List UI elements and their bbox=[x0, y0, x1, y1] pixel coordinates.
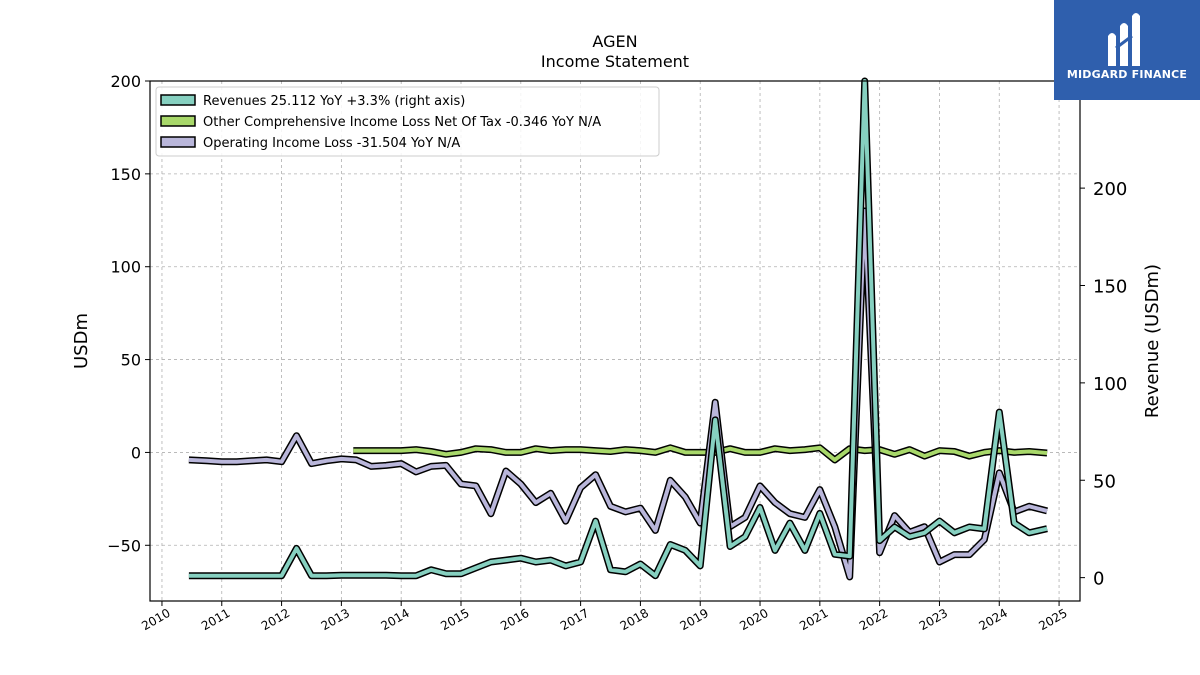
legend-swatch bbox=[160, 115, 196, 127]
y-axis-right: 050100150200250 bbox=[1080, 82, 1127, 590]
x-tick-label: 2019 bbox=[677, 606, 710, 633]
x-tick-label: 2015 bbox=[438, 606, 471, 633]
series-line bbox=[353, 445, 1048, 462]
x-tick-label: 2013 bbox=[319, 606, 352, 633]
x-tick-label: 2016 bbox=[498, 606, 531, 633]
y-tick-label: 100 bbox=[110, 258, 141, 277]
y-tick-label: 200 bbox=[110, 72, 141, 91]
legend-box bbox=[155, 86, 660, 157]
legend-label: Operating Income Loss -31.504 YoY N/A bbox=[203, 136, 460, 151]
x-tick-label: 2022 bbox=[857, 606, 890, 633]
series-line bbox=[188, 79, 1048, 578]
x-tick-label: 2023 bbox=[917, 606, 950, 633]
y-right-tick-label: 200 bbox=[1093, 179, 1127, 200]
logo-text: MIDGARD FINANCE bbox=[1066, 68, 1188, 81]
x-tick-label: 2021 bbox=[797, 606, 830, 633]
y-tick-label: 50 bbox=[121, 351, 141, 370]
y-axis-left: −50 0 50 100 150 200 bbox=[107, 72, 150, 555]
y-axis-label-left: USDm bbox=[71, 313, 92, 369]
y-tick-label: 150 bbox=[110, 165, 141, 184]
grid bbox=[150, 80, 1080, 601]
x-tick-label: 2020 bbox=[737, 606, 770, 633]
x-tick-label: 2011 bbox=[199, 606, 232, 633]
legend: Revenues 25.112 YoY +3.3% (right axis) Ot… bbox=[155, 86, 660, 157]
chart-title: AGEN bbox=[592, 32, 637, 51]
series-lines bbox=[188, 77, 1048, 581]
y-right-tick-label: 100 bbox=[1093, 374, 1127, 395]
x-tick-label: 2025 bbox=[1036, 606, 1069, 633]
brand-logo: MIDGARD FINANCE bbox=[1054, 0, 1200, 100]
y-tick-label: 0 bbox=[131, 443, 141, 462]
series-outline bbox=[188, 207, 1048, 581]
y-axis-label-right: Revenue (USDm) bbox=[1142, 264, 1163, 418]
y-right-tick-label: 0 bbox=[1093, 569, 1104, 590]
series-line bbox=[188, 209, 1048, 579]
x-tick-label: 2017 bbox=[558, 606, 591, 633]
legend-swatch bbox=[160, 136, 196, 148]
chart-subtitle: Income Statement bbox=[541, 52, 689, 71]
y-right-tick-label: 50 bbox=[1093, 471, 1116, 492]
x-tick-label: 2010 bbox=[139, 606, 172, 633]
x-axis: 2010 2011 2012 2013 2014 2015 2016 2017 2018 2019… bbox=[139, 601, 1070, 633]
x-tick-label: 2014 bbox=[378, 606, 411, 633]
y-right-tick-label: 150 bbox=[1093, 276, 1127, 297]
x-tick-label: 2018 bbox=[618, 606, 651, 633]
midgard-logo-icon bbox=[1108, 13, 1140, 66]
legend-label: Other Comprehensive Income Loss Net Of T… bbox=[203, 115, 601, 130]
legend-label: Revenues 25.112 YoY +3.3% (right axis) bbox=[203, 94, 465, 109]
x-tick-label: 2012 bbox=[259, 606, 292, 633]
plot-frame bbox=[149, 80, 1081, 602]
legend-swatch bbox=[160, 94, 196, 106]
x-tick-label: 2024 bbox=[977, 606, 1010, 633]
y-tick-label: −50 bbox=[107, 536, 141, 555]
